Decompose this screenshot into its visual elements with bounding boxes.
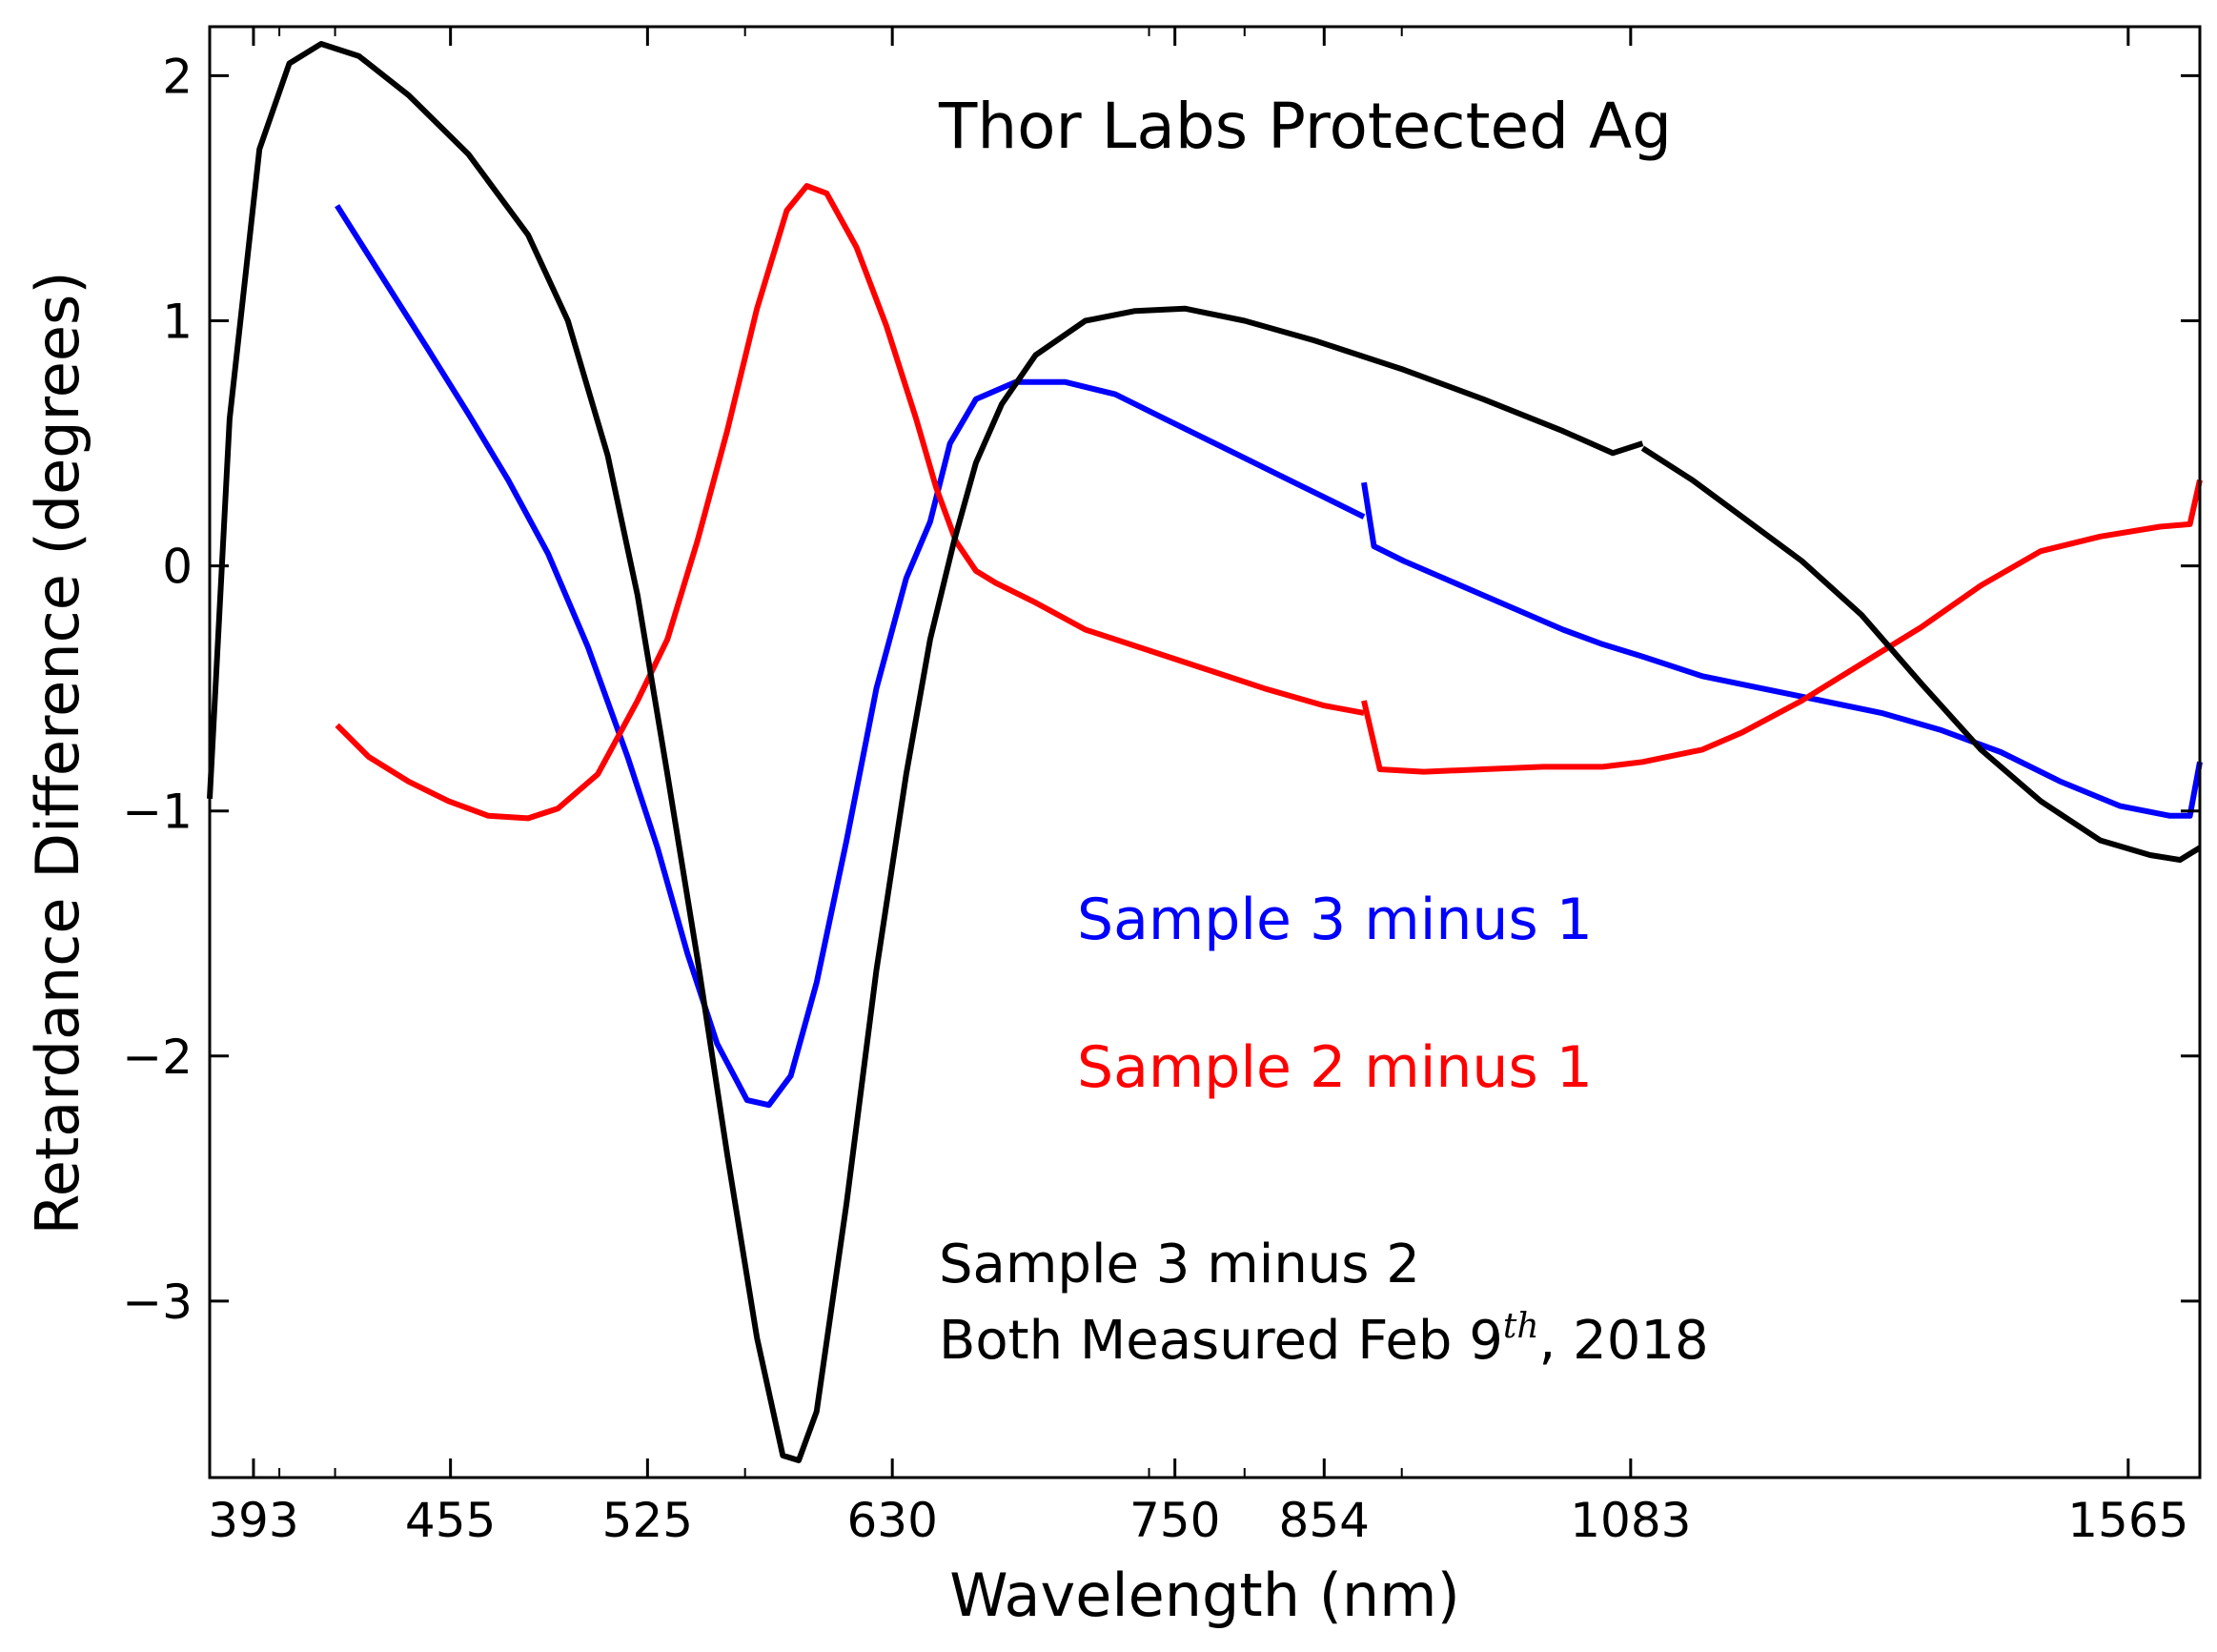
x-tick-label: 1083: [1570, 1493, 1691, 1548]
annotation-date-suffix: , 2018: [1539, 1310, 1709, 1372]
x-tick-label: 455: [405, 1493, 496, 1548]
series-layer: [207, 41, 2203, 1463]
x-tick-label: 393: [208, 1493, 298, 1548]
annotation-sample-3-minus-1: Sample 3 minus 1: [1077, 887, 1593, 953]
series-sample-3-minus-1-segment-1: [335, 204, 1366, 1109]
x-tick-label: 1565: [2067, 1493, 2188, 1548]
x-tick-label: 854: [1279, 1493, 1370, 1548]
series-sample-2-minus-1-segment-2: [1361, 479, 2203, 775]
series-sample-3-minus-1-segment-2: [1361, 481, 2203, 819]
y-tick-label: 0: [162, 540, 193, 595]
plot-frame: [208, 25, 2202, 1479]
chart-title: Thor Labs Protected Ag: [938, 90, 1672, 163]
annotation-date-prefix: Both Measured Feb 9: [939, 1310, 1503, 1372]
y-tick-label: −1: [122, 785, 193, 840]
x-tick-label: 750: [1129, 1493, 1220, 1548]
series-sample-3-minus-2-segment-1: [207, 41, 1644, 1463]
annotation-measured-date: Both Measured Feb 9th, 2018: [939, 1307, 1709, 1372]
annotation-sample-3-minus-2: Sample 3 minus 2: [939, 1234, 1420, 1295]
x-tick-label: 525: [602, 1493, 693, 1548]
y-axis-title: Retardance Difference (degrees): [23, 271, 92, 1234]
annotation-sample-2-minus-1: Sample 2 minus 1: [1077, 1034, 1593, 1101]
x-axis-title: Wavelength (nm): [949, 1560, 1460, 1630]
y-tick-label: −3: [122, 1275, 193, 1330]
annotation-date-superscript: th: [1503, 1307, 1539, 1346]
y-tick-label: 2: [162, 49, 193, 104]
tick-layer: 393 455 525 630 750 854 1083 1565 2 1 0 −1 −2 −3: [122, 27, 2200, 1548]
series-sample-2-minus-1-segment-1: [335, 183, 1365, 822]
x-tick-label: 630: [846, 1493, 937, 1548]
series-sample-3-minus-2-segment-2: [1640, 445, 2202, 864]
y-tick-label: 1: [162, 295, 193, 350]
y-tick-label: −2: [122, 1030, 193, 1085]
